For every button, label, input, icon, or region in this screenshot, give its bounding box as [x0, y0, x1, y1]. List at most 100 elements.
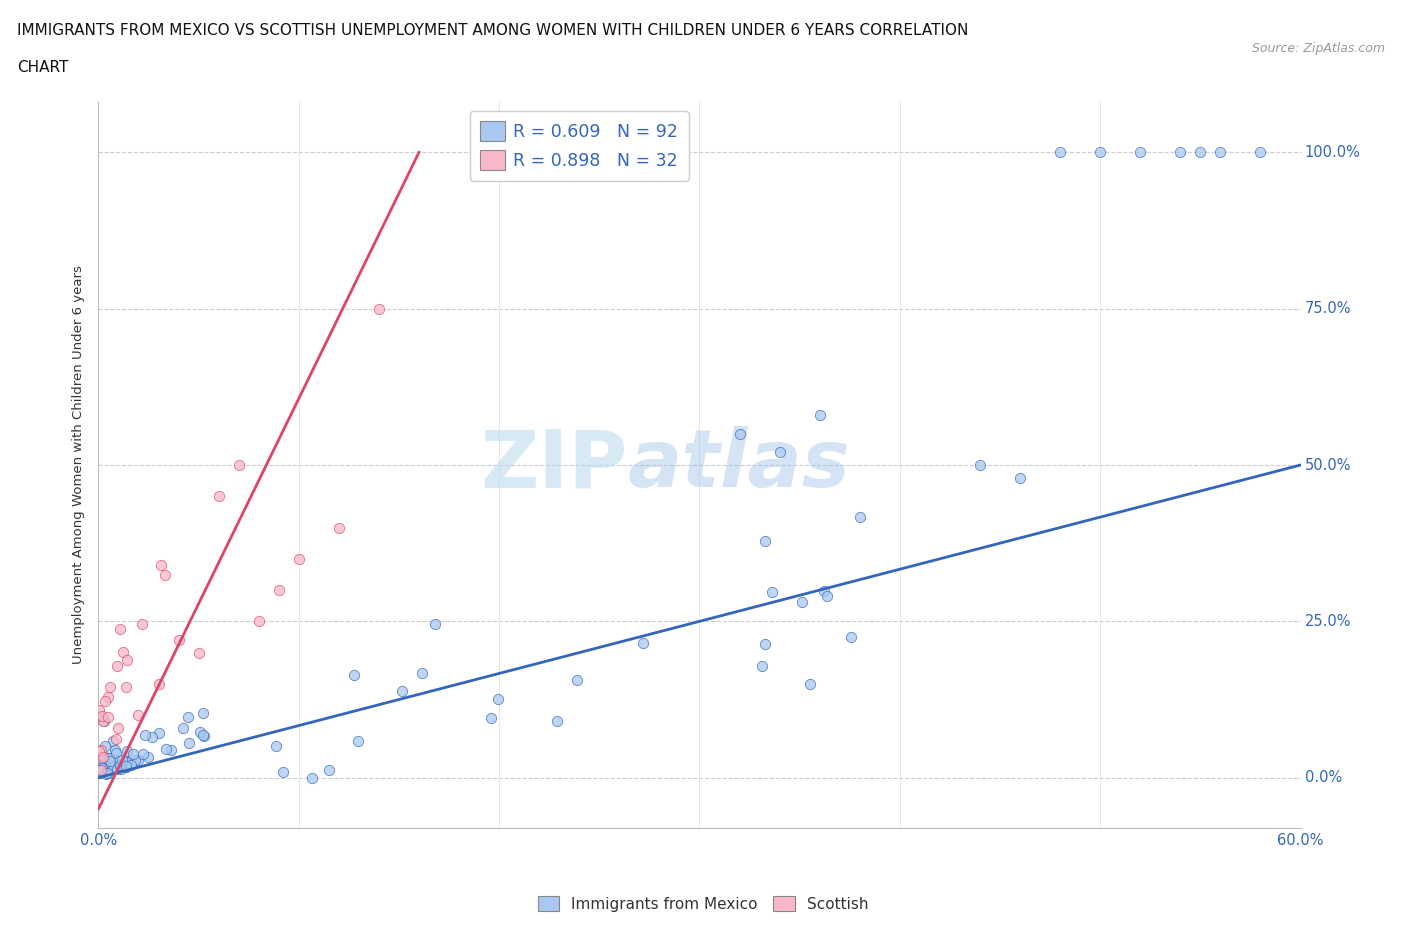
Point [264, 739, 287, 754]
Point [93, 738, 115, 753]
Point [101, 760, 124, 775]
Point [134, 728, 156, 743]
Point [1250, 145, 1272, 160]
Point [193, 729, 215, 744]
Text: ZIP: ZIP [479, 426, 627, 504]
Point [89, 765, 111, 780]
Point [193, 706, 215, 721]
Point [271, 764, 294, 779]
Point [187, 645, 209, 660]
Point [1049, 145, 1071, 160]
Point [177, 710, 200, 724]
Point [114, 679, 136, 694]
Point [149, 557, 172, 572]
Point [849, 510, 872, 525]
Point [1008, 470, 1031, 485]
Point [89, 763, 111, 777]
Point [128, 708, 150, 723]
Text: atlas: atlas [627, 426, 851, 504]
Point [101, 733, 124, 748]
Point [328, 520, 350, 535]
Text: Source: ZipAtlas.com: Source: ZipAtlas.com [1251, 42, 1385, 55]
Point [1189, 145, 1212, 160]
Point [177, 736, 200, 751]
Point [228, 458, 250, 472]
Point [167, 632, 190, 647]
Point [122, 747, 145, 762]
Point [193, 727, 215, 742]
Legend: Immigrants from Mexico, Scottish: Immigrants from Mexico, Scottish [531, 889, 875, 918]
Point [91, 760, 114, 775]
Point [93, 694, 115, 709]
Point [761, 585, 783, 600]
Text: 100.0%: 100.0% [1305, 145, 1361, 160]
Point [188, 724, 211, 739]
Point [115, 755, 138, 770]
Point [208, 489, 231, 504]
Text: CHART: CHART [17, 60, 69, 75]
Point [343, 668, 366, 683]
Point [815, 588, 838, 603]
Point [104, 745, 127, 760]
Point [98, 753, 121, 768]
Point [1209, 145, 1232, 160]
Point [89, 765, 111, 780]
Point [98, 679, 121, 694]
Point [751, 658, 773, 673]
Point [153, 567, 176, 582]
Point [91, 709, 114, 724]
Point [1129, 145, 1152, 160]
Point [94, 766, 117, 781]
Point [105, 762, 128, 777]
Point [91, 750, 114, 764]
Point [90, 751, 112, 766]
Point [110, 762, 132, 777]
Point [115, 760, 138, 775]
Point [631, 635, 654, 650]
Point [120, 758, 142, 773]
Text: 75.0%: 75.0% [1305, 301, 1351, 316]
Point [115, 743, 138, 758]
Point [347, 734, 370, 749]
Point [108, 753, 131, 768]
Point [839, 630, 862, 644]
Point [89, 702, 111, 717]
Point [110, 757, 132, 772]
Point [105, 658, 128, 673]
Point [111, 752, 134, 767]
Point [97, 690, 120, 705]
Point [114, 759, 136, 774]
Point [108, 757, 131, 772]
Point [754, 534, 776, 549]
Point [141, 730, 163, 745]
Point [565, 672, 588, 687]
Point [115, 653, 138, 668]
Point [104, 743, 127, 758]
Point [93, 763, 115, 777]
Point [91, 751, 114, 765]
Point [114, 759, 136, 774]
Point [728, 426, 751, 441]
Point [425, 617, 447, 631]
Point [368, 301, 391, 316]
Point [90, 763, 112, 777]
Point [115, 754, 138, 769]
Point [172, 721, 194, 736]
Point [159, 743, 181, 758]
Point [155, 741, 177, 756]
Point [391, 684, 413, 698]
Point [768, 445, 790, 460]
Point [97, 765, 120, 780]
Point [104, 732, 127, 747]
Point [93, 764, 115, 778]
Point [808, 407, 831, 422]
Point [87, 760, 110, 775]
Point [107, 720, 129, 735]
Point [287, 551, 309, 566]
Point [1088, 145, 1111, 160]
Text: IMMIGRANTS FROM MEXICO VS SCOTTISH UNEMPLOYMENT AMONG WOMEN WITH CHILDREN UNDER : IMMIGRANTS FROM MEXICO VS SCOTTISH UNEMP… [17, 23, 969, 38]
Point [799, 676, 821, 691]
Point [124, 752, 146, 767]
Point [87, 743, 110, 758]
Point [98, 751, 121, 765]
